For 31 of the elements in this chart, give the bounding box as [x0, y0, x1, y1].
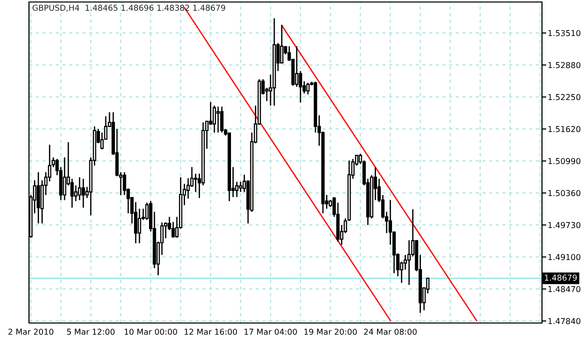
- y-tick-label: 1.48470: [548, 286, 580, 292]
- candlestick: [238, 181, 242, 193]
- chart-title: GBPUSD,H4 1.48465 1.48696 1.48382 1.48679: [32, 4, 226, 12]
- y-tick-label: 1.49100: [548, 254, 580, 260]
- candlestick: [134, 201, 138, 244]
- candlestick: [78, 176, 82, 201]
- candlestick: [171, 221, 175, 238]
- candlestick: [212, 104, 216, 134]
- y-tick-label: 1.53510: [548, 30, 580, 36]
- x-tick-label: 10 Mar 00:00: [124, 328, 178, 335]
- ref-line-label: 1.48679: [544, 274, 577, 281]
- x-tick-label: 12 Mar 16:00: [184, 328, 237, 335]
- x-tick-label: 17 Mar 04:00: [244, 328, 297, 335]
- x-tick-label: 2 Mar 2010: [8, 328, 54, 335]
- candlestick: [220, 106, 224, 134]
- x-tick-label: 19 Mar 20:00: [304, 328, 357, 335]
- candlestick: [82, 178, 85, 208]
- y-tick-label: 1.49730: [548, 222, 580, 228]
- x-tick-label: 5 Mar 12:00: [67, 328, 115, 335]
- candlestick: [306, 82, 310, 96]
- candlestick: [295, 46, 298, 88]
- y-tick-label: 1.50360: [548, 190, 580, 196]
- x-tick-label: 24 Mar 08:00: [364, 328, 417, 335]
- y-tick-label: 1.50990: [548, 158, 580, 164]
- candlestick: [280, 24, 284, 64]
- candlestick: [36, 172, 40, 224]
- y-tick-label: 1.47840: [548, 318, 580, 324]
- y-tick-label: 1.52250: [548, 94, 580, 100]
- y-tick-label: 1.51620: [548, 126, 580, 132]
- candlestick: [216, 106, 220, 134]
- y-tick-label: 1.52880: [548, 62, 580, 68]
